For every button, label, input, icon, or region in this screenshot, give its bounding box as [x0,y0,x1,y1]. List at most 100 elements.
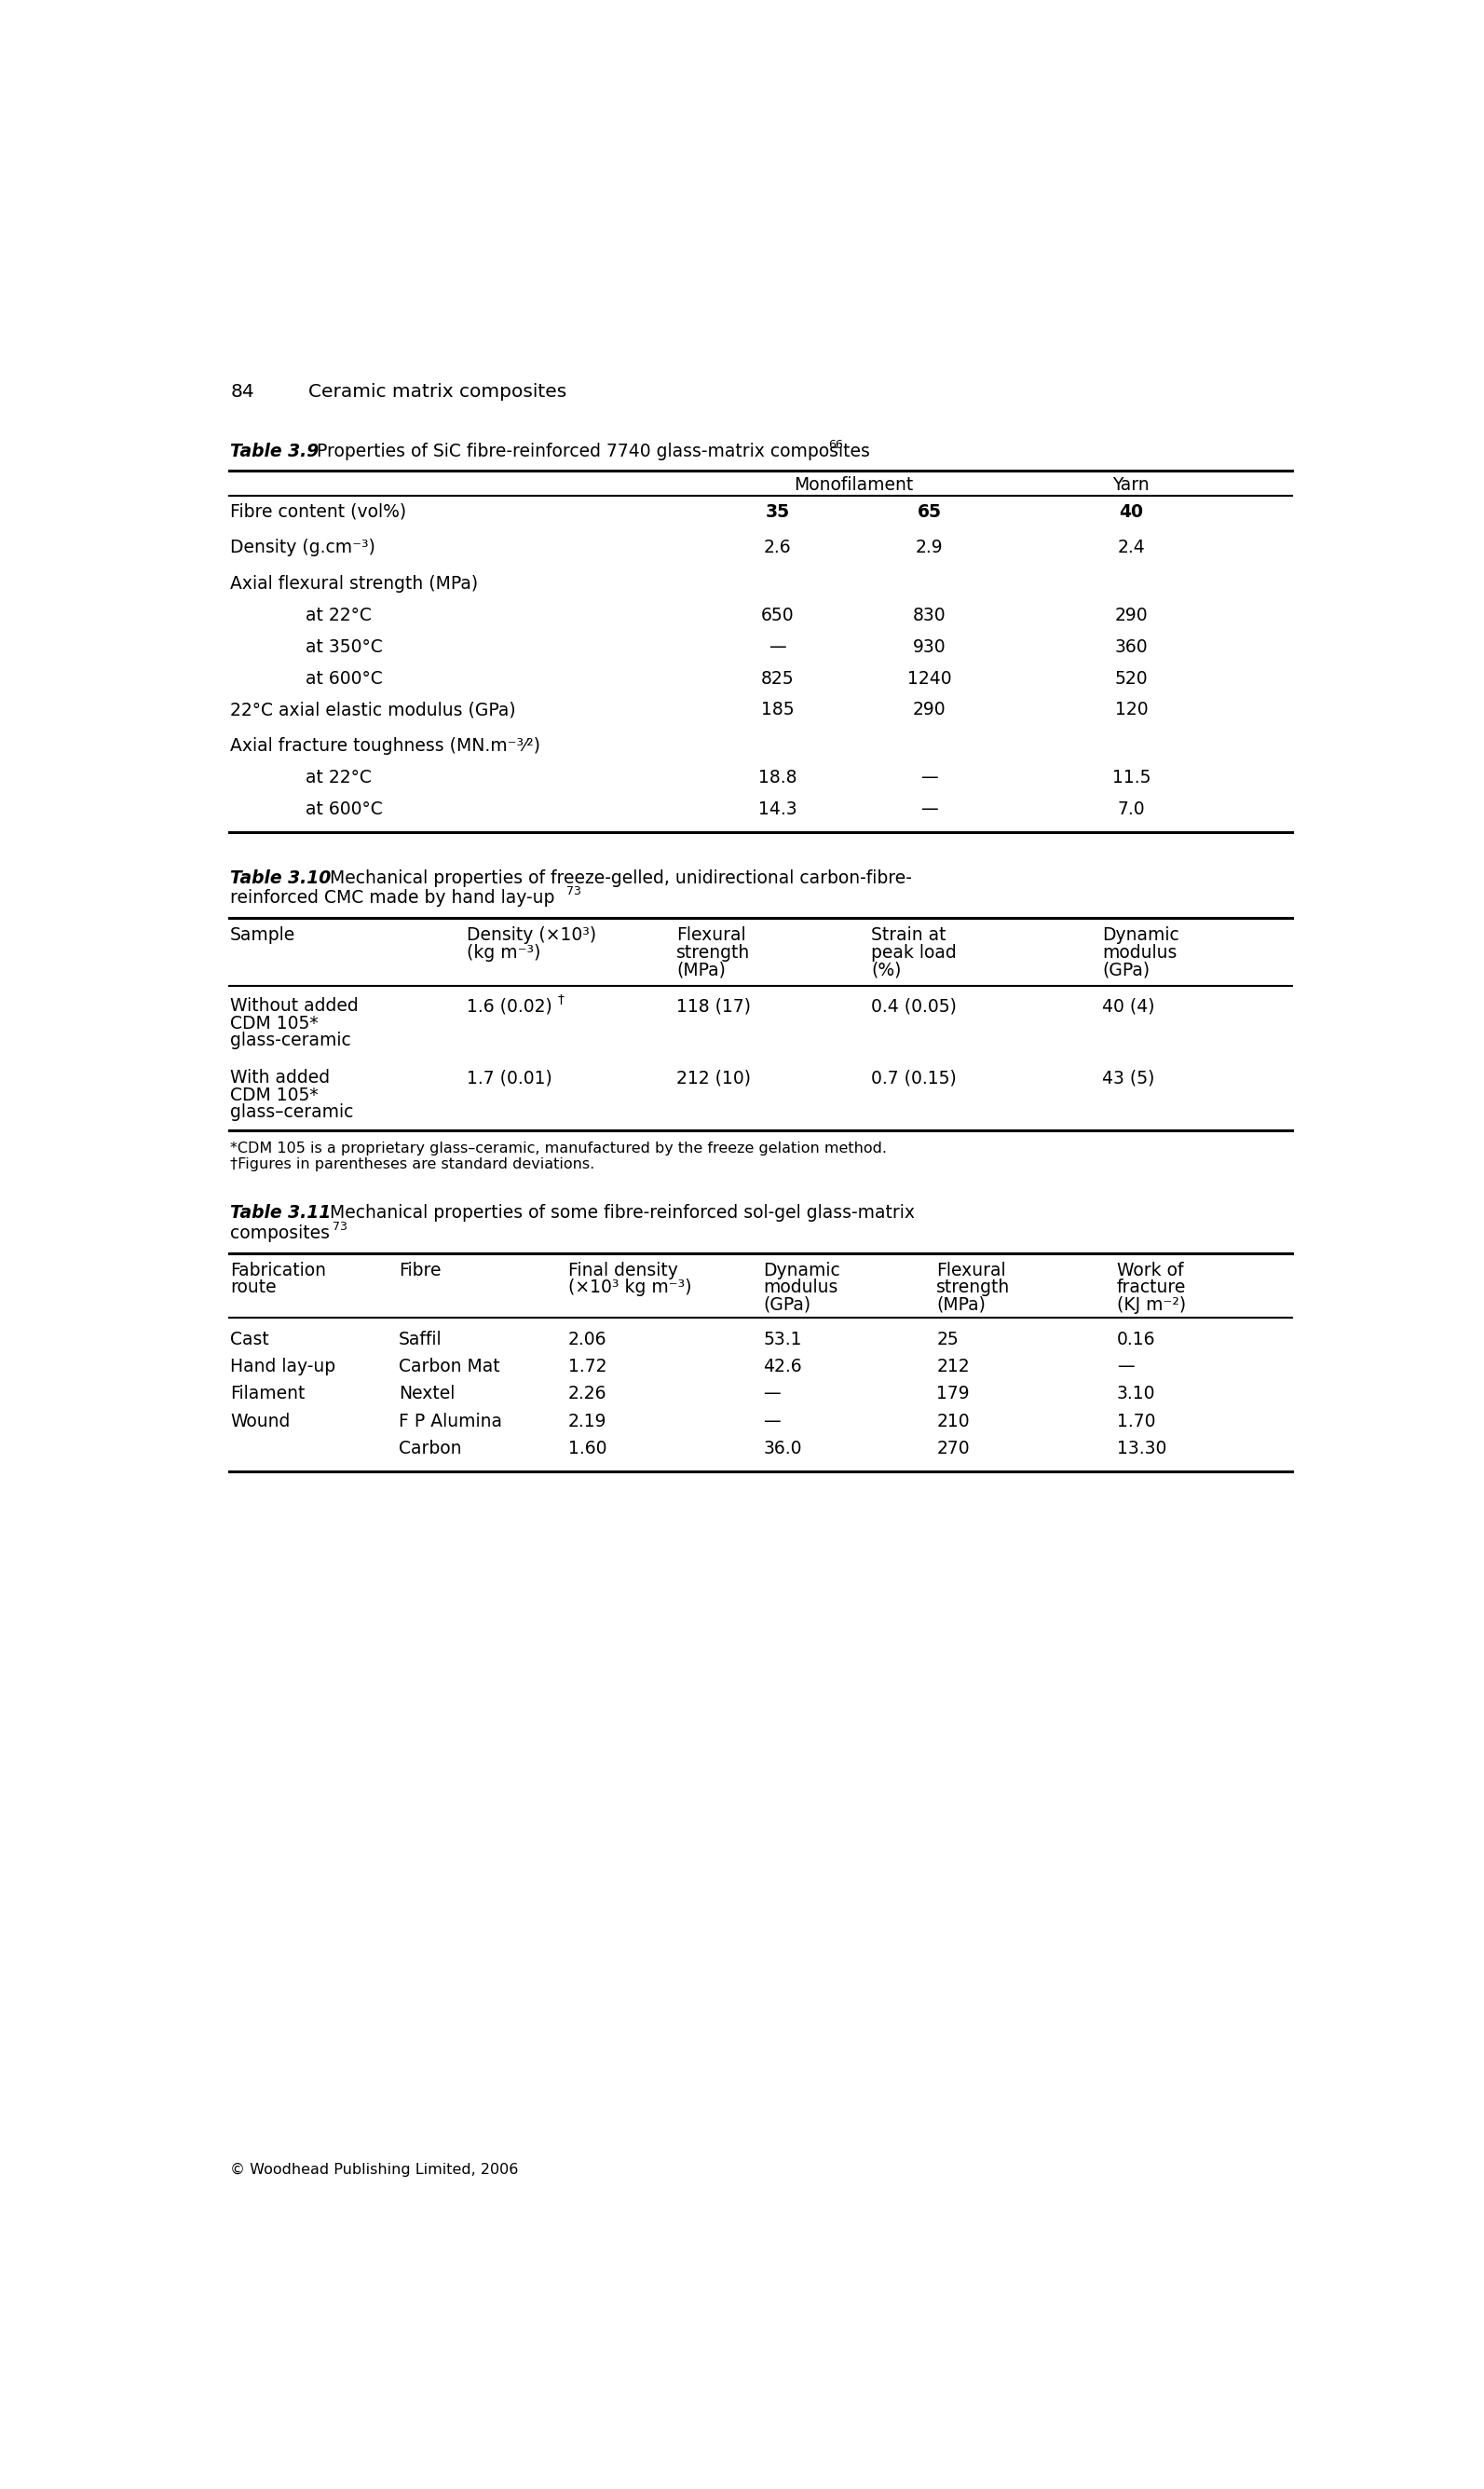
Text: With added: With added [230,1070,329,1088]
Text: (%): (%) [871,961,902,978]
Text: glass-ceramic: glass-ceramic [230,1033,352,1050]
Text: 2.4: 2.4 [1117,540,1146,558]
Text: 14.3: 14.3 [758,801,797,819]
Text: 360: 360 [1114,637,1149,655]
Text: 0.16: 0.16 [1117,1332,1156,1349]
Text: —: — [763,1411,781,1431]
Text: Flexural: Flexural [936,1262,1006,1279]
Text: 1.70: 1.70 [1117,1411,1156,1431]
Text: 179: 179 [936,1384,969,1404]
Text: route: route [230,1279,276,1297]
Text: (MPa): (MPa) [677,961,726,978]
Text: 212 (10): 212 (10) [677,1070,751,1088]
Text: —: — [763,1384,781,1404]
Text: 36.0: 36.0 [763,1439,801,1456]
Text: CDM 105*: CDM 105* [230,1088,319,1105]
Text: peak load: peak load [871,943,957,961]
Text: 2.6: 2.6 [764,540,791,558]
Text: 66: 66 [828,438,843,451]
Text: 13.30: 13.30 [1117,1439,1166,1456]
Text: Cast: Cast [230,1332,269,1349]
Text: Mechanical properties of freeze-gelled, unidirectional carbon-fibre-: Mechanical properties of freeze-gelled, … [324,869,911,886]
Text: (kg m⁻³): (kg m⁻³) [467,943,542,961]
Text: Sample: Sample [230,926,295,943]
Text: Strain at: Strain at [871,926,947,943]
Text: Ceramic matrix composites: Ceramic matrix composites [309,383,567,401]
Text: 1.6 (0.02): 1.6 (0.02) [467,998,552,1016]
Text: fracture: fracture [1117,1279,1186,1297]
Text: Table 3.10: Table 3.10 [230,869,331,886]
Text: at 600°C: at 600°C [306,670,383,687]
Text: †: † [558,993,564,1006]
Text: —: — [1117,1359,1134,1376]
Text: CDM 105*: CDM 105* [230,1016,319,1033]
Text: 930: 930 [913,637,945,655]
Text: Axial flexural strength (MPa): Axial flexural strength (MPa) [230,575,478,592]
Text: 2.26: 2.26 [568,1384,607,1404]
Text: Monofilament: Monofilament [794,475,913,493]
Text: at 600°C: at 600°C [306,801,383,819]
Text: modulus: modulus [1103,943,1177,961]
Text: glass–ceramic: glass–ceramic [230,1103,353,1123]
Text: 73: 73 [565,886,580,899]
Text: modulus: modulus [763,1279,838,1297]
Text: 1.60: 1.60 [568,1439,607,1456]
Text: Saffil: Saffil [399,1332,442,1349]
Text: Table 3.9: Table 3.9 [230,443,319,460]
Text: —: — [920,801,938,819]
Text: Fabrication: Fabrication [230,1262,326,1279]
Text: (MPa): (MPa) [936,1297,985,1314]
Text: 650: 650 [761,607,794,625]
Text: Wound: Wound [230,1411,291,1431]
Text: composites: composites [230,1225,329,1242]
Text: © Woodhead Publishing Limited, 2006: © Woodhead Publishing Limited, 2006 [230,2163,518,2178]
Text: 210: 210 [936,1411,969,1431]
Text: 1240: 1240 [907,670,951,687]
Text: 120: 120 [1114,702,1149,719]
Text: Dynamic: Dynamic [763,1262,840,1279]
Text: Dynamic: Dynamic [1103,926,1180,943]
Text: Table 3.11: Table 3.11 [230,1205,331,1222]
Text: 270: 270 [936,1439,969,1456]
Text: 2.06: 2.06 [568,1332,607,1349]
Text: †Figures in parentheses are standard deviations.: †Figures in parentheses are standard dev… [230,1157,595,1172]
Text: 212: 212 [936,1359,969,1376]
Text: 40: 40 [1119,503,1143,520]
Text: at 22°C: at 22°C [306,769,371,787]
Text: Axial fracture toughness (MN.m⁻³⁄²): Axial fracture toughness (MN.m⁻³⁄²) [230,737,540,754]
Text: Work of: Work of [1117,1262,1183,1279]
Text: 290: 290 [913,702,945,719]
Text: strength: strength [936,1279,1011,1297]
Text: (×10³ kg m⁻³): (×10³ kg m⁻³) [568,1279,692,1297]
Text: Fibre: Fibre [399,1262,441,1279]
Text: Density (g.cm⁻³): Density (g.cm⁻³) [230,540,375,558]
Text: 290: 290 [1114,607,1149,625]
Text: Final density: Final density [568,1262,678,1279]
Text: —: — [920,769,938,787]
Text: 520: 520 [1114,670,1149,687]
Text: 22°C axial elastic modulus (GPa): 22°C axial elastic modulus (GPa) [230,702,516,719]
Text: —: — [769,637,787,655]
Text: reinforced CMC made by hand lay-up: reinforced CMC made by hand lay-up [230,889,555,906]
Text: 2.19: 2.19 [568,1411,607,1431]
Text: strength: strength [677,943,751,961]
Text: Hand lay-up: Hand lay-up [230,1359,335,1376]
Text: 2.9: 2.9 [916,540,942,558]
Text: (GPa): (GPa) [1103,961,1150,978]
Text: at 22°C: at 22°C [306,607,371,625]
Text: (KJ m⁻²): (KJ m⁻²) [1117,1297,1186,1314]
Text: 84: 84 [230,383,254,401]
Text: Carbon Mat: Carbon Mat [399,1359,500,1376]
Text: 118 (17): 118 (17) [677,998,751,1016]
Text: *CDM 105 is a proprietary glass–ceramic, manufactured by the freeze gelation met: *CDM 105 is a proprietary glass–ceramic,… [230,1142,887,1155]
Text: 65: 65 [917,503,941,520]
Text: 25: 25 [936,1332,959,1349]
Text: Without added: Without added [230,998,359,1016]
Text: Density (×10³): Density (×10³) [467,926,597,943]
Text: 830: 830 [913,607,945,625]
Text: F P Alumina: F P Alumina [399,1411,502,1431]
Text: 825: 825 [761,670,794,687]
Text: 0.7 (0.15): 0.7 (0.15) [871,1070,957,1088]
Text: 0.4 (0.05): 0.4 (0.05) [871,998,957,1016]
Text: Flexural: Flexural [677,926,746,943]
